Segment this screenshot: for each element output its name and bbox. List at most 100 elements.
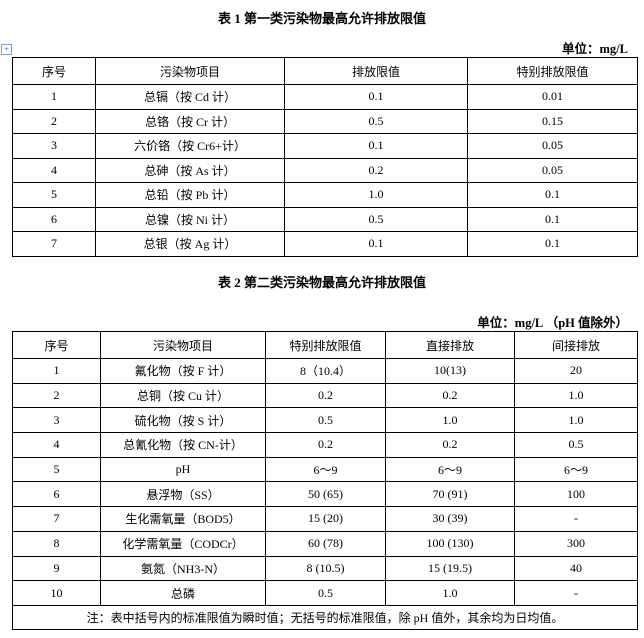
table-cell: 总氰化物（按 CN-计） [100, 432, 266, 458]
table-cell: 0.1 [467, 182, 638, 208]
table1-unit: 单位：mg/L [562, 42, 628, 56]
table-cell: 氟化物（按 F 计） [100, 358, 266, 384]
table-cell: 总铜（按 Cu 计） [100, 382, 266, 409]
table-cell: 15 (20) [265, 506, 386, 532]
table-cell: 6～9 [265, 456, 386, 483]
table-cell: 化学需氧量（CODCr） [100, 530, 266, 557]
table2-title: 表 2 第二类污染物最高允许排放限值 [217, 275, 426, 290]
table-cell: 100 [514, 481, 638, 508]
table-cell: 6～9 [514, 456, 638, 483]
table-cell: 0.1 [467, 231, 638, 257]
table-cell: 8 [12, 530, 101, 557]
table-cell: pH [100, 456, 266, 483]
table-row: 2 总铬（按 Cr 计） 0.5 0.15 [12, 108, 638, 134]
table-cell: 300 [514, 530, 638, 557]
table-cell: 氨氮（NH3-N） [100, 555, 266, 582]
column-header: 排放限值 [284, 57, 468, 85]
table-cell: 1 [12, 358, 101, 384]
table-cell: 2 [12, 382, 101, 409]
table-cell: 5 [12, 456, 101, 483]
column-header: 序号 [12, 57, 96, 85]
column-header: 间接排放 [514, 331, 638, 359]
note-row: 注：表中括号内的标准限值为瞬时值；无括号的标准限值，除 pH 值外，其余均为日均… [12, 604, 638, 630]
table-cell: 1.0 [514, 382, 638, 409]
table-row: 4 总氰化物（按 CN-计） 0.2 0.2 0.5 [12, 432, 638, 458]
table-row: 7 生化需氧量（BOD5） 15 (20) 30 (39) - [12, 506, 638, 532]
table-cell: 0.5 [284, 108, 468, 134]
table-cell: - [514, 506, 638, 532]
table-row: 9 氨氮（NH3-N） 8 (10.5) 15 (19.5) 40 [12, 555, 638, 582]
table-cell: 硫化物（按 S 计） [100, 407, 266, 434]
table-cell: 0.2 [284, 157, 468, 183]
table-cell: 8（10.4） [265, 358, 386, 384]
table-cell: 0.5 [265, 580, 386, 606]
table-cell: 0.5 [284, 206, 468, 232]
table-note: 注：表中括号内的标准限值为瞬时值；无括号的标准限值，除 pH 值外，其余均为日均… [12, 604, 638, 630]
table-cell: 总镉（按 Cd 计） [95, 84, 285, 110]
table-cell: 1.0 [385, 580, 515, 606]
table-row: 4 总砷（按 As 计） 0.2 0.05 [12, 157, 638, 183]
column-header: 特别排放限值 [467, 57, 638, 85]
column-header: 污染物项目 [95, 57, 285, 85]
table-cell: 0.05 [467, 157, 638, 183]
table-cell: 40 [514, 555, 638, 582]
table-cell: 总铬（按 Cr 计） [95, 108, 285, 134]
table-cell: 60 (78) [265, 530, 386, 557]
table-cell: 悬浮物（SS） [100, 481, 266, 508]
table-cell: 总镍（按 Ni 计） [95, 206, 285, 232]
table-cell: 70 (91) [385, 481, 515, 508]
table-cell: 总铅（按 Pb 计） [95, 182, 285, 208]
table-cell: 0.1 [284, 133, 468, 159]
table-cell: 0.1 [284, 84, 468, 110]
table-row: 1 氟化物（按 F 计） 8（10.4） 10(13) 20 [12, 358, 638, 384]
table-cell: 0.05 [467, 133, 638, 159]
column-header: 特别排放限值 [265, 331, 386, 359]
table-row: 10 总磷 0.5 1.0- [12, 580, 638, 606]
table-move-handle-icon[interactable]: + [1, 44, 12, 55]
table-row: 3 硫化物（按 S 计） 0.5 1.0 1.0 [12, 407, 638, 434]
table-cell: 0.1 [284, 231, 468, 257]
table-cell: 10(13) [385, 358, 515, 384]
table-cell: 0.2 [265, 382, 386, 409]
header-row: 序号 污染物项目 排放限值 特别排放限值 [12, 57, 638, 85]
table-row: 7 总银（按 Ag 计） 0.1 0.1 [12, 231, 638, 257]
table-cell: 4 [12, 432, 101, 458]
table-cell: 0.5 [514, 432, 638, 458]
table-cell: 50 (65) [265, 481, 386, 508]
table-cell: 总银（按 Ag 计） [95, 231, 285, 257]
table-cell: 2 [12, 108, 96, 134]
table-cell: 5 [12, 182, 96, 208]
table-cell: 6 [12, 206, 96, 232]
table1-title: 表 1 第一类污染物最高允许排放限值 [217, 11, 426, 26]
table-cell: 7 [12, 231, 96, 257]
table-cell: 10 [12, 580, 101, 606]
table-row: 5 总铅（按 Pb 计） 1.0 0.1 [12, 182, 638, 208]
table-cell: 1 [12, 84, 96, 110]
table-cell: 6 [12, 481, 101, 508]
table-cell: 0.2 [265, 432, 386, 458]
table-row: 1 总镉（按 Cd 计） 0.1 0.01 [12, 84, 638, 110]
table-cell: 20 [514, 358, 638, 384]
table-cell: 100 (130) [385, 530, 515, 557]
table-row: 5 pH 6～9 6～9 6～9 [12, 456, 638, 483]
table-cell: 3 [12, 133, 96, 159]
table-row: 6 悬浮物（SS） 50 (65) 70 (91) 100 [12, 481, 638, 508]
table-cell: - [514, 580, 638, 606]
table-cell: 1.0 [284, 182, 468, 208]
table-cell: 1.0 [514, 407, 638, 434]
table-cell: 7 [12, 506, 101, 532]
table-cell: 0.15 [467, 108, 638, 134]
table-cell: 8 (10.5) [265, 555, 386, 582]
table-row: 8 化学需氧量（CODCr） 60 (78) 100 (130) 300 [12, 530, 638, 557]
table-cell: 9 [12, 555, 101, 582]
table-cell: 0.01 [467, 84, 638, 110]
table2: 序号 污染物项目 特别排放限值 直接排放 间接排放 1 氟化物（按 F 计） 8（10.4） 1… [12, 331, 638, 630]
table-cell: 0.2 [385, 382, 515, 409]
table-cell: 6～9 [385, 456, 515, 483]
table-cell: 15 (19.5) [385, 555, 515, 582]
table-row: 3 六价铬（按 Cr6+计） 0.1 0.05 [12, 133, 638, 159]
column-header: 污染物项目 [100, 331, 266, 359]
column-header: 直接排放 [385, 331, 515, 359]
table-cell: 生化需氧量（BOD5） [100, 506, 266, 532]
table-cell: 六价铬（按 Cr6+计） [95, 133, 285, 159]
